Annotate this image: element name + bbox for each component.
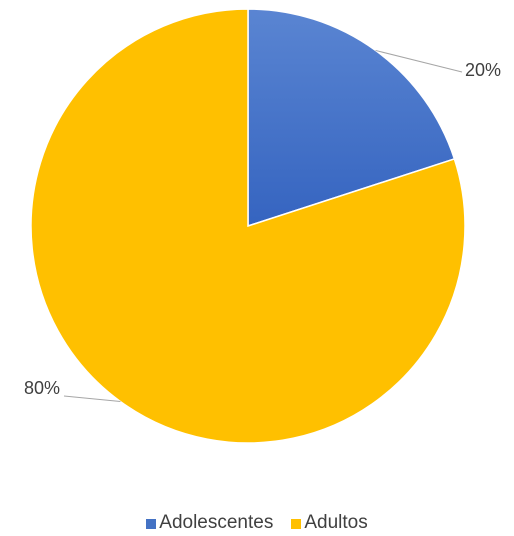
leader-line-adolescentes: [375, 49, 463, 73]
legend-label-adolescentes: Adolescentes: [159, 512, 274, 533]
pie-slices: [30, 8, 466, 444]
leader-lines: [63, 49, 463, 403]
data-labels: 20% 80%: [24, 60, 501, 398]
pie-chart-canvas: 20% 80%: [24, 8, 501, 444]
legend: Adolescentes Adultos: [0, 512, 514, 534]
leader-line-adultos: [63, 395, 121, 403]
legend-label-adultos: Adultos: [304, 512, 368, 533]
legend-item-adolescentes: Adolescentes: [146, 512, 273, 534]
legend-swatch-adultos: [291, 519, 302, 529]
legend-item-adultos: Adultos: [291, 512, 368, 534]
pie-slice-adultos: [30, 8, 466, 444]
legend-swatch-adolescentes: [146, 519, 157, 529]
data-label-adolescentes: 20%: [465, 60, 501, 80]
pie-slice-adolescentes: [247, 8, 456, 228]
data-label-adultos: 80%: [24, 378, 60, 398]
